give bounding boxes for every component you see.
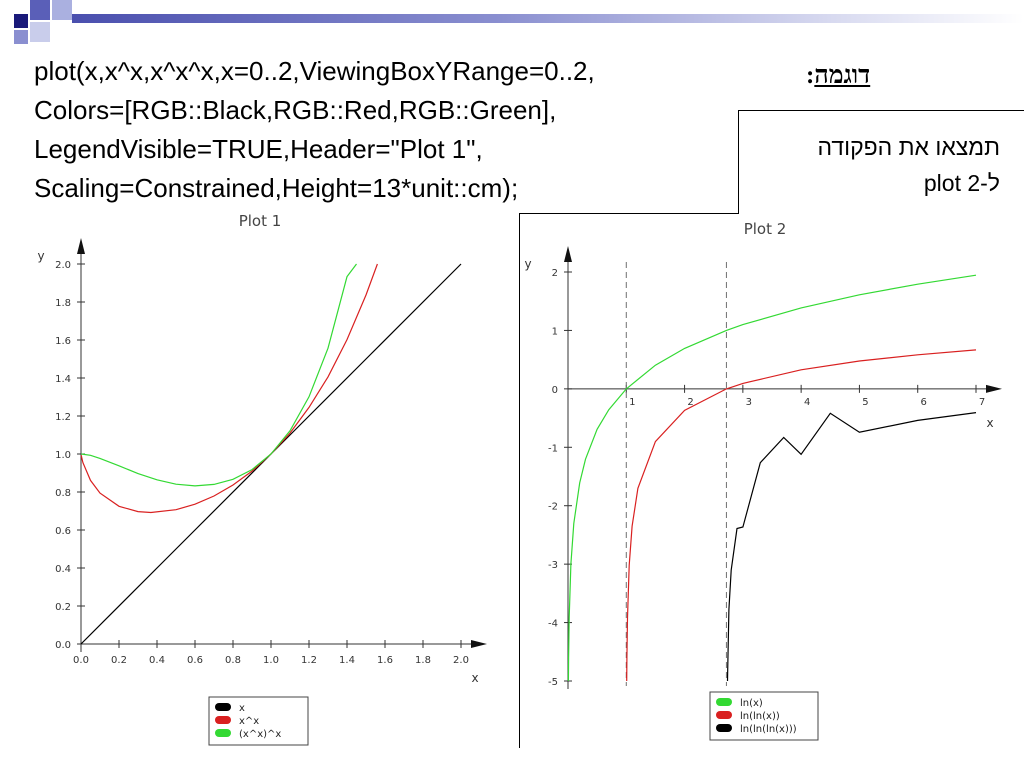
plot1-y-tick-label: 0.6 (55, 526, 71, 537)
code-line: Scaling=Constrained,Height=13*unit::cm); (34, 173, 519, 203)
plot2-x-tick-label: 3 (746, 397, 752, 408)
plot1-legend-label: (x^x)^x (239, 729, 281, 740)
plot1-chart: Plot 1 x y 0.0 0.2 0.4 0.6 0.8 1.0 1.2 1.4 1.6 1.8 2.… (37, 212, 487, 746)
plot2-chart: Plot 2 x y 1 2 3 4 5 6 7 -5 -4 -3 -2 -1 0 1 2 ln(x) ln(ln(x… (524, 220, 1002, 741)
plot2-y-tick-label: -3 (548, 560, 558, 571)
plot2-x-tick-label: 7 (979, 397, 985, 408)
title-accent-bar (72, 14, 1024, 23)
deco-square-dark-2 (14, 30, 28, 44)
plot2-legend-label: ln(ln(x)) (740, 711, 780, 722)
plot2-title: Plot 2 (744, 220, 787, 238)
plot1-y-tick-label: 1.6 (55, 336, 71, 347)
plot1-series-line (81, 263, 357, 487)
plot2-frame-top (519, 213, 739, 214)
plot2-x-tick-label: 1 (629, 397, 635, 408)
plot1-y-tick-label: 0.2 (55, 602, 71, 613)
plot1-legend-swatch (215, 703, 231, 711)
plot1-y-tick-label: 0.8 (55, 488, 71, 499)
example-heading: דוגמה: (806, 62, 870, 90)
plot1-x-tick-label: 0.0 (73, 655, 89, 666)
deco-square-light (52, 0, 72, 20)
plot2-legend-label: ln(ln(ln(x))) (740, 724, 797, 735)
plot1-y-axis-label: y (37, 249, 44, 263)
plot1-x-tick-label: 1.8 (415, 655, 431, 666)
plot1-y-tick-label: 2.0 (55, 260, 71, 271)
plot1-y-axis-arrow (77, 238, 85, 254)
plot2-legend-swatch (716, 698, 732, 706)
plot1-y-tick-label: 1.4 (55, 374, 71, 385)
task-line: ל-plot 2 (923, 170, 1000, 196)
task-box: תמצאו את הפקודה ל-plot 2 (738, 110, 1024, 214)
command-code-block: plot(x,x^x,x^x^x,x=0..2,ViewingBoxYRange… (34, 52, 764, 208)
plot2-x-tick-label: 5 (862, 397, 868, 408)
deco-square-mid (30, 0, 50, 20)
plot2-y-tick-label: 2 (552, 268, 558, 279)
plot2-x-tick-label: 4 (804, 397, 810, 408)
plot1-x-axis-arrow (471, 640, 487, 648)
plot2-legend-label: ln(x) (740, 698, 763, 709)
plot1-x-tick-label: 1.4 (339, 655, 355, 666)
plot1-y-tick-label: 1.0 (55, 450, 71, 461)
plot1-legend-swatch (215, 716, 231, 724)
plot1-title: Plot 1 (239, 212, 282, 230)
plot2-series-line (567, 274, 977, 682)
plot2-y-tick-label: -2 (548, 502, 558, 513)
plot2-x-tick-label: 6 (921, 397, 927, 408)
plot1-series-line (80, 263, 378, 514)
plot2-y-tick-label: 1 (552, 326, 558, 337)
plot2-y-tick-label: -4 (548, 619, 558, 630)
plot2-y-tick-label: 0 (552, 385, 558, 396)
plot1-x-tick-label: 2.0 (453, 655, 469, 666)
plot1-x-tick-label: 0.6 (187, 655, 203, 666)
plot1-legend-label: x (239, 703, 245, 714)
code-line: Colors=[RGB::Black,RGB::Red,RGB::Green], (34, 95, 557, 125)
plot1-y-tick-label: 0.0 (55, 640, 71, 651)
plot2-y-axis-label: y (524, 257, 531, 271)
example-colon: : (806, 62, 815, 89)
plot2-x-axis-label: x (986, 416, 993, 430)
deco-square-dark (14, 14, 28, 28)
plot2-y-tick-label: -5 (548, 677, 558, 688)
plot1-x-tick-label: 1.0 (263, 655, 279, 666)
example-label: דוגמה (814, 62, 871, 89)
plot1-legend-swatch (215, 729, 231, 737)
plot2-x-axis-arrow (986, 384, 1002, 393)
plot1-y-tick-label: 1.2 (55, 412, 71, 423)
plot2-series-line (626, 349, 977, 682)
plot1-x-tick-label: 1.6 (377, 655, 393, 666)
plot2-legend-swatch (716, 711, 732, 719)
plot1-y-tick-label: 1.8 (55, 298, 71, 309)
plot1-x-tick-label: 0.4 (149, 655, 165, 666)
plot2-y-tick-label: -1 (548, 443, 558, 454)
task-line: תמצאו את הפקודה (817, 134, 1000, 160)
plot1-x-axis-label: x (471, 671, 478, 685)
plot2-legend-swatch (716, 724, 732, 732)
plot1-x-tick-label: 0.2 (111, 655, 127, 666)
plot2-series-line (726, 412, 977, 682)
plot1-y-tick-label: 0.4 (55, 564, 71, 575)
plot2-x-tick-label: 2 (687, 397, 693, 408)
task-text: תמצאו את הפקודה ל-plot 2 (817, 129, 1000, 201)
code-line: plot(x,x^x,x^x^x,x=0..2,ViewingBoxYRange… (34, 56, 595, 86)
plot2-y-axis-arrow (564, 246, 572, 262)
plot1-x-tick-label: 1.2 (301, 655, 317, 666)
plot1-x-tick-label: 0.8 (225, 655, 241, 666)
plot1-legend-label: x^x (239, 716, 259, 727)
deco-square-light-2 (30, 22, 50, 42)
plot2-frame-left (519, 214, 520, 748)
code-line: LegendVisible=TRUE,Header="Plot 1", (34, 134, 483, 164)
